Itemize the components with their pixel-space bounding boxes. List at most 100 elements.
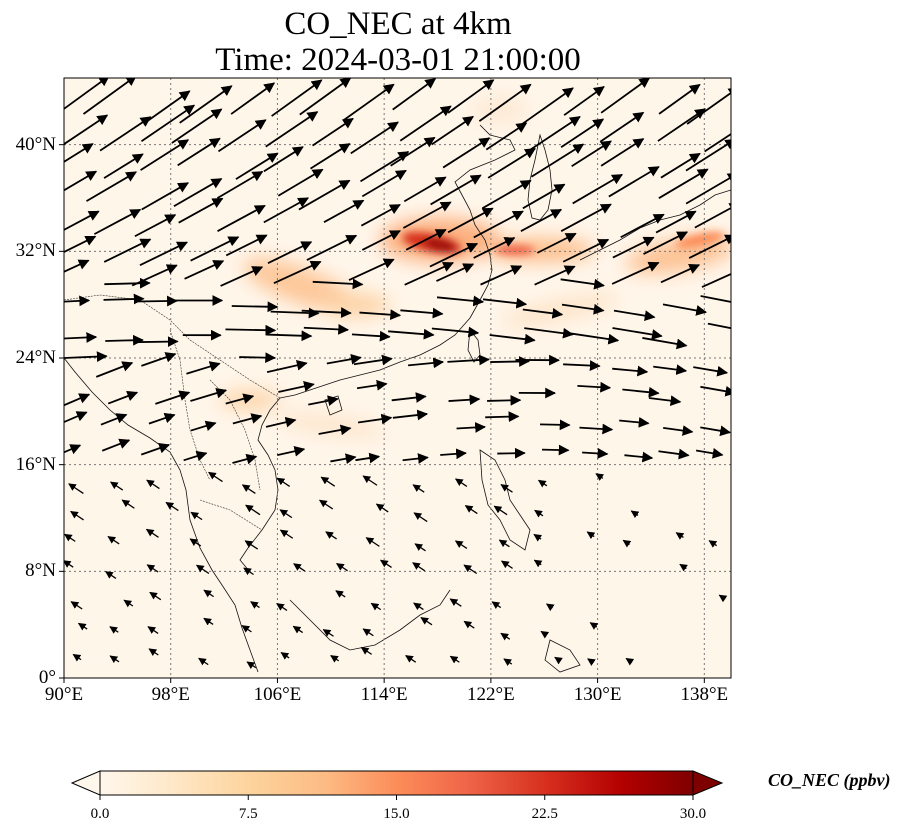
wind-vector-arrow [86,171,137,202]
wind-vector-arrow [489,333,536,345]
wind-vector-arrow [522,307,564,319]
wind-vector-arrow [64,351,108,362]
wind-vector-arrow [177,137,221,167]
wind-vector-arrow [308,395,339,407]
wind-vector-arrow [613,309,656,322]
wind-vector-arrow [704,132,731,153]
wind-vector-arrow [155,390,191,405]
wind-vector-arrow [487,394,522,406]
x-tick-98e: 98°E [151,684,190,705]
wind-vector-arrow [463,620,475,629]
wind-vector-arrow [266,360,308,374]
x-tick-138e: 138°E [680,684,729,705]
wind-vector-arrow [99,116,152,152]
coastline-borneo [289,589,451,651]
wind-vector-arrow [586,531,596,540]
coastline-taiwan [467,328,481,363]
wind-vector-arrow [318,424,352,436]
wind-vector-arrow [330,453,357,465]
wind-vector-arrow [141,352,177,367]
wind-vector-arrow [356,379,388,391]
wind-vector-arrow [208,471,223,483]
wind-vector-arrow [277,445,306,457]
wind-vector-arrow [220,266,264,287]
wind-vector-arrow [326,353,362,365]
coastline-vietnam [239,397,281,573]
wind-vector-arrow [246,661,257,670]
wind-vector-arrow [662,303,708,316]
colorbar-tick-0: 0.0 [90,806,110,822]
wind-vector-arrow [123,599,134,608]
border-china-south [64,294,281,399]
wind-vector-arrow [278,381,315,393]
wind-vector-arrow [624,451,654,463]
wind-vector-arrow [405,228,447,251]
wind-vector-arrow [595,473,605,481]
wind-vector-arrow [173,178,223,208]
wind-vector-arrow [658,168,709,199]
wind-vector-arrow [241,625,252,633]
wind-vector-arrow [64,78,110,110]
wind-vector-arrow [190,387,228,402]
wind-vector-arrow [183,450,208,462]
wind-vector-arrow [572,173,623,205]
wind-vector-arrow [701,273,731,288]
wind-vector-arrow [107,390,139,405]
wind-vector-arrow [429,242,479,268]
wind-vector-arrow [318,499,334,510]
wind-vector-arrow [485,411,520,423]
wind-vector-arrow [245,504,261,516]
wind-vector-arrow [485,122,528,151]
wind-vector-arrow [612,327,663,340]
wind-vector-arrow [570,332,620,345]
map-background [64,78,731,678]
wind-vector-arrow [522,183,566,210]
wind-vector-arrow [64,295,91,307]
wind-vector-arrow [361,169,407,198]
wind-vector-arrow [105,334,144,346]
wind-vector-arrow [630,510,640,519]
wind-vector-arrow [404,261,454,286]
wind-vector-arrow [265,111,319,148]
wind-vector-arrow [179,85,233,124]
wind-vector-arrow [642,337,688,350]
wind-vector-arrow [82,78,137,115]
wind-vector-arrow [625,657,635,666]
wind-vector-arrow [531,143,585,178]
wind-vector-arrow [276,477,291,487]
wind-vector-arrow [225,234,268,257]
wind-vector-arrow [655,210,697,234]
wind-vector-arrow [243,567,254,576]
wind-vector-arrow [391,392,427,403]
wind-vector-arrow [355,452,381,464]
wind-vector-arrow [533,533,543,542]
plume-core-peak [424,238,456,252]
wind-vector-arrow [718,594,728,603]
wind-vector-arrow [473,236,516,259]
wind-vector-arrow [360,203,401,227]
wind-vector-arrow [357,413,393,425]
wind-vector-arrow [420,616,433,626]
wind-vector-arrow [110,481,124,491]
wind-vector-arrow [267,241,313,264]
wind-vector-arrow [643,231,689,255]
wind-vector-arrow [140,139,190,171]
wind-vector-arrow [136,295,178,307]
wind-vector-arrow [533,559,543,568]
wind-vector-arrow [622,539,632,548]
wind-vector-arrow [658,448,690,460]
wind-vector-arrow [250,601,260,609]
wind-vector-arrow [303,323,350,335]
wind-vector-arrow [375,503,389,513]
wind-vector-arrow [101,438,131,452]
wind-vector-arrow [599,111,645,143]
wind-vector-arrow [360,647,373,655]
plume-core-japan [675,232,725,248]
wind-vector-arrow [402,201,452,229]
plume-north-vietnam [220,390,280,410]
wind-vector-arrow [561,303,605,315]
wind-vector-arrow [612,236,655,259]
wind-vector-arrow [405,655,417,663]
wind-vector-arrow [292,625,304,634]
wind-vector-arrow [413,602,424,611]
